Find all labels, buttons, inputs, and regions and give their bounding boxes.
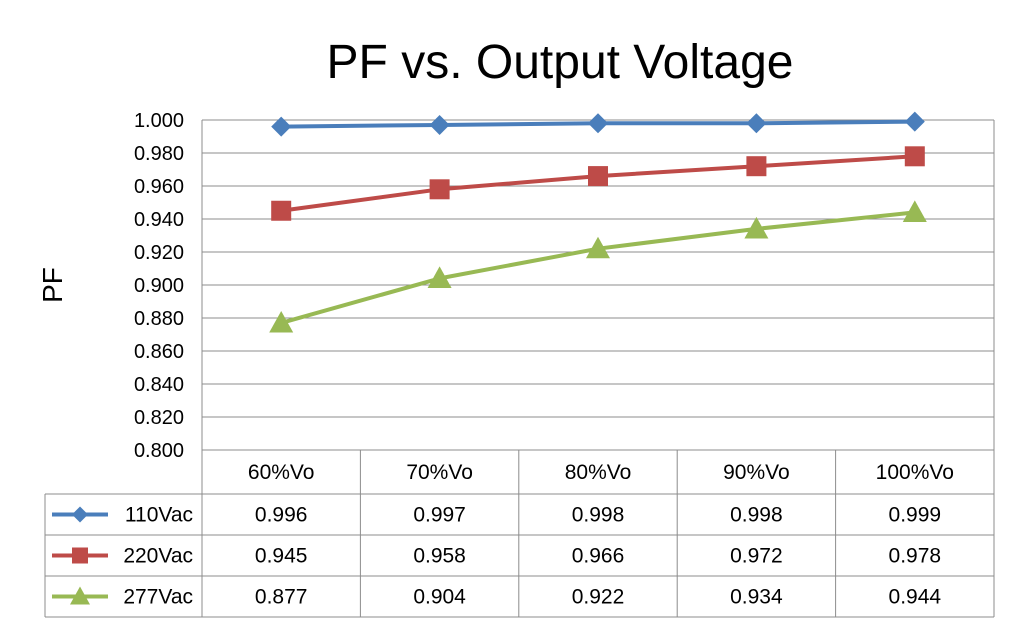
y-tick-label: 1.000 (134, 110, 184, 132)
table-value: 0.966 (572, 545, 625, 568)
square-marker (588, 166, 608, 187)
y-tick-label: 0.920 (134, 242, 184, 264)
x-category-label: 100%Vo (876, 461, 954, 484)
legend-series-name: 220Vac (123, 545, 193, 568)
y-tick-label: 0.820 (134, 407, 184, 429)
square-marker (271, 200, 292, 221)
square-marker (746, 156, 767, 177)
y-tick-label: 0.860 (134, 341, 184, 363)
square-marker (429, 179, 450, 200)
y-tick-label: 0.900 (134, 275, 184, 297)
triangle-marker (902, 200, 927, 222)
triangle-marker (427, 266, 452, 288)
legend-series-name: 110Vac (125, 504, 193, 527)
x-category-label: 90%Vo (723, 461, 790, 484)
diamond-marker (72, 506, 88, 523)
table-value: 0.998 (572, 504, 625, 527)
legend-series-name: 277Vac (123, 586, 193, 609)
y-tick-label: 0.800 (134, 440, 184, 462)
data-table: 60%Vo 70%Vo 80%Vo 90%Vo 100%Vo 110Vac 0.996 0.9… (44, 450, 995, 618)
table-value: 0.972 (730, 545, 783, 568)
diamond-marker (429, 114, 450, 135)
triangle-marker (70, 586, 90, 605)
table-value: 0.996 (255, 504, 308, 527)
table-value: 0.904 (413, 586, 466, 609)
table-value: 0.944 (889, 586, 942, 609)
y-tick-label: 0.940 (134, 209, 184, 231)
square-marker (904, 146, 925, 167)
chart-title: PF vs. Output Voltage (327, 36, 794, 89)
table-value: 0.922 (572, 586, 625, 609)
series-line (280, 210, 916, 325)
x-category-label: 70%Vo (406, 461, 473, 484)
triangle-marker (269, 310, 294, 333)
x-category-label: 80%Vo (565, 461, 632, 484)
x-category-label: 60%Vo (248, 461, 315, 484)
table-value: 0.998 (730, 504, 783, 527)
y-tick-label: 0.840 (134, 374, 184, 396)
table-value: 0.997 (413, 504, 466, 527)
diamond-marker (904, 111, 925, 132)
diamond-marker (588, 113, 608, 134)
diamond-marker (746, 113, 767, 134)
y-axis-label: PF (37, 267, 68, 303)
y-tick-label: 0.960 (134, 176, 184, 198)
table-value: 0.934 (730, 586, 783, 609)
square-marker (72, 547, 88, 564)
table-value: 0.978 (889, 545, 942, 568)
table-value: 0.877 (255, 586, 308, 609)
y-tick-label: 0.980 (134, 143, 184, 165)
y-tick-labels: 1.000 0.980 0.960 0.940 0.920 0.900 0.880 0.860… (134, 110, 184, 462)
series-lines (269, 111, 927, 333)
diamond-marker (271, 116, 292, 137)
y-tick-label: 0.880 (134, 308, 184, 330)
table-value: 0.945 (255, 545, 308, 568)
triangle-marker (586, 236, 610, 259)
triangle-marker (744, 216, 769, 239)
table-value: 0.999 (889, 504, 942, 527)
table-value: 0.958 (413, 545, 466, 568)
